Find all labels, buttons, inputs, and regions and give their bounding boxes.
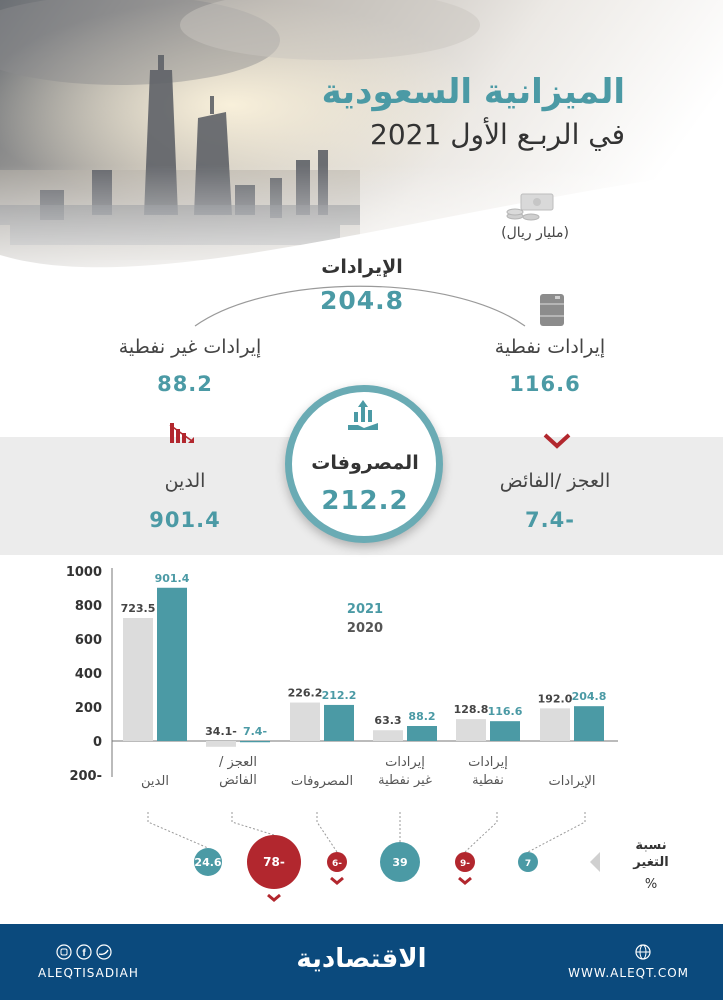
data-label-2021: 212.2 [322,689,357,702]
revenues-value: 204.8 [319,286,405,315]
bar-2020 [123,618,153,741]
change-value: 39 [392,856,407,869]
category-label: الدين [141,774,169,789]
change-value: 6- [332,859,342,869]
data-label-2020: 34.1- [205,725,237,738]
bar-2021 [240,741,270,743]
unit-label: (مليار ريال) [501,225,569,241]
category-label: غير نفطية [378,773,432,788]
y-tick-label: 600 [75,633,102,648]
bar-2021 [574,706,604,741]
legend-2021: 2021 [347,602,383,617]
category-label: الفائض [219,773,257,788]
expenditures-label: المصروفات [311,452,419,474]
money-icon [506,193,554,221]
connector-line [316,812,338,853]
category-label: إيرادات [385,755,425,770]
bar-2020 [540,708,570,741]
data-label-2020: 226.2 [288,687,323,700]
y-tick-label: 200- [69,769,102,784]
facebook-icon [76,944,92,960]
budget-bar-chart: 1000 800 600 400 200 0 200- 192.0 204.8 الإيرادات… [66,565,669,902]
category-label: إيرادات [468,755,508,770]
chevron-down-icon [267,893,281,902]
y-tick-label: 800 [75,599,102,614]
change-title: نسبة [635,838,666,853]
bar-2020 [206,741,236,747]
footer [0,924,723,1000]
connector-line [464,812,498,853]
instagram-icon [56,944,72,960]
connector-line [231,812,275,836]
change-value: 9- [460,859,470,869]
legend-2020: 2020 [347,621,383,636]
data-label-2020: 128.8 [454,703,489,716]
change-value: 24.6 [194,856,221,869]
category-label: الإيرادات [548,774,595,789]
page-title: الميزانية السعودية [321,72,625,112]
brand-logo: الاقتصادية [296,944,427,974]
debt-value: 901.4 [149,508,221,532]
oil-revenues-value: 116.6 [509,372,581,396]
bar-2021 [324,704,354,741]
y-tick-label: 0 [93,735,102,750]
chevron-down-icon [543,433,571,449]
change-title: التغير [632,855,668,870]
data-label-2021: 7.4- [243,725,267,738]
category-label: العجز / [219,755,257,770]
bar-2021 [157,587,187,741]
change-circle [194,848,222,876]
data-label-2021: 204.8 [572,690,607,703]
non-oil-revenues-label: إيرادات غير نفطية [118,336,262,358]
deficit-label: العجز /الفائض [499,470,611,492]
change-circle [455,852,475,872]
y-tick-label: 400 [75,667,102,682]
category-label: نفطية [472,773,504,788]
debt-label: الدين [164,470,206,492]
y-tick-label: 1000 [66,565,102,580]
change-circle [518,852,538,872]
non-oil-revenues-value: 88.2 [157,372,213,396]
percent-sign: % [645,877,657,892]
revenues-label: الإيرادات [321,256,403,278]
change-circle [327,852,347,872]
connector-line [527,812,586,853]
data-label-2020: 723.5 [121,602,156,615]
connector-line [147,812,209,849]
chevron-down-icon [458,876,472,885]
data-label-2020: 192.0 [538,692,573,705]
twitter-icon [96,944,112,960]
change-value: 7 [525,859,531,869]
triangle-pointer-icon [590,852,600,872]
category-label: المصروفات [291,774,353,789]
social-icons: f [56,944,112,960]
deficit-value: 7.4- [525,508,575,532]
web-icon [635,944,651,960]
svg-text:f: f [82,948,86,959]
oil-revenues-label: إيرادات نفطية [494,336,606,358]
expenditures-value: 212.2 [321,486,409,516]
page-subtitle: في الربـع الأول 2021 [370,118,625,151]
change-circle [247,835,301,889]
social-handle[interactable]: ALEQTISADIAH [38,966,139,980]
hand-growth-icon [348,400,378,430]
bar-2021 [407,726,437,741]
bar-2021 [490,721,520,741]
data-label-2021: 901.4 [155,572,190,585]
y-tick-label: 200 [75,701,102,716]
declining-bars-icon [169,423,194,443]
data-label-2021: 116.6 [488,705,523,718]
revenue-arc [194,285,526,327]
bar-2020 [456,719,486,741]
website-link[interactable]: WWW.ALEQT.COM [568,966,689,980]
bar-2020 [373,730,403,741]
oil-barrel-icon [540,294,564,326]
chevron-down-icon [330,876,344,885]
change-value: 78- [263,855,285,869]
bar-2020 [290,702,320,741]
data-label-2021: 88.2 [408,710,435,723]
change-circle [380,842,420,882]
data-label-2020: 63.3 [374,714,401,727]
